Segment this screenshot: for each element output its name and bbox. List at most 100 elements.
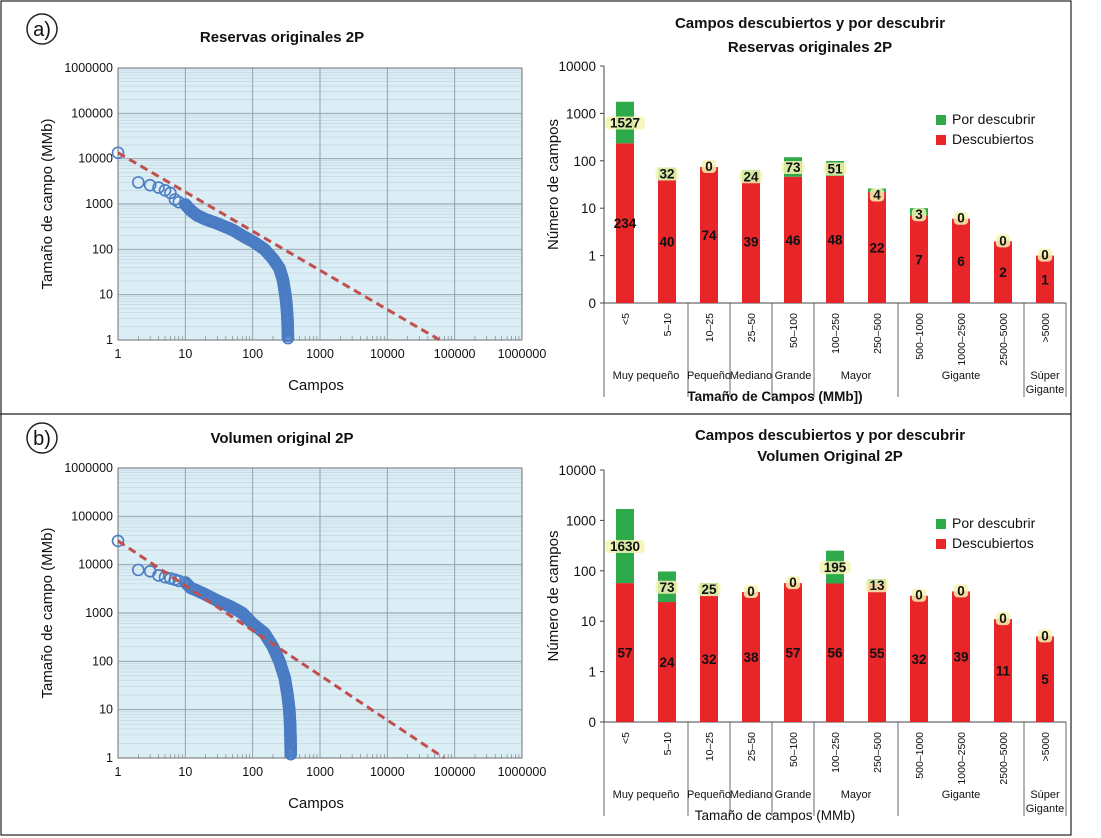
bar-group-label: Mediano xyxy=(730,789,772,801)
bar-descubiertos xyxy=(784,583,802,722)
bar-category-label: 2500–5000 xyxy=(998,732,1010,785)
bar-label-por-descubrir: 4 xyxy=(873,188,881,203)
bar-label-por-descubrir: 0 xyxy=(957,583,965,598)
scatter-point xyxy=(111,534,125,548)
bar-title-line2: Reservas originales 2P xyxy=(728,39,892,56)
scatter-y-tick-label: 1000 xyxy=(85,197,113,211)
legend-swatch xyxy=(936,115,946,125)
bar-label-por-descubrir: 32 xyxy=(659,167,674,182)
bar-group-label: Pequeño xyxy=(687,370,731,382)
scatter-frame xyxy=(117,467,523,759)
bar-category-label: 250–500 xyxy=(872,313,884,354)
bar-label-descubiertos: 11 xyxy=(996,664,1011,679)
bar-y-tick-label: 10 xyxy=(581,201,596,216)
scatter-point xyxy=(143,178,157,192)
bar-label-descubiertos: 22 xyxy=(869,240,884,255)
bar-group-label: Grande xyxy=(775,789,812,801)
bar-label-descubiertos: 57 xyxy=(617,646,632,661)
bar-category-label: 500–1000 xyxy=(914,732,926,779)
legend-swatch xyxy=(936,539,946,549)
bar-label-halo xyxy=(1037,248,1053,262)
legend-label: Por descubrir xyxy=(952,515,1036,531)
bar-category-label: <5 xyxy=(620,732,632,744)
bar-label-halo xyxy=(911,588,927,602)
bar-category-label: 250–500 xyxy=(872,732,884,773)
bar-label-halo xyxy=(995,234,1011,248)
bar-group-label: Muy pequeño xyxy=(613,370,680,382)
bar-label-halo xyxy=(739,170,763,184)
bar-label-por-descubrir: 0 xyxy=(1041,628,1049,643)
bar-descubiertos xyxy=(1036,636,1054,722)
bar-y-axis-label: Número de campos xyxy=(545,119,562,250)
bar-descubiertos xyxy=(616,583,634,722)
bar-descubiertos xyxy=(700,166,718,303)
bar-label-por-descubrir: 0 xyxy=(999,233,1007,248)
bar-label-descubiertos: 74 xyxy=(701,228,717,243)
scatter-trendline xyxy=(117,151,441,342)
bar-label-descubiertos: 2 xyxy=(999,265,1007,280)
scatter-point xyxy=(152,181,165,194)
scatter-y-tick-label: 10000 xyxy=(78,558,113,572)
bar-label-por-descubrir: 0 xyxy=(747,584,755,599)
bar-category-label: 2500–5000 xyxy=(998,313,1010,366)
bar-label-halo xyxy=(655,580,679,594)
bar-label-halo xyxy=(785,576,801,590)
bar-x-axis-label: Tamaño de campos (MMb) xyxy=(695,808,856,823)
bar-descubiertos xyxy=(784,176,802,303)
bar-descubiertos xyxy=(994,619,1012,722)
bar-label-halo xyxy=(911,208,927,222)
legend-label: Descubiertos xyxy=(952,131,1034,147)
bar-label-halo xyxy=(655,167,679,181)
bar-label-descubiertos: 234 xyxy=(614,216,637,231)
scatter-y-axis-label: Tamaño de campo (MMb) xyxy=(39,119,56,290)
bar-label-halo xyxy=(605,540,645,554)
bar-title-line1: Campos descubiertos y por descubrir xyxy=(695,427,965,444)
bar-descubiertos xyxy=(616,143,634,303)
scatter-x-tick-label: 1000 xyxy=(306,347,334,361)
bar-label-halo xyxy=(995,612,1011,626)
bar-label-por-descubrir: 0 xyxy=(915,588,923,603)
bar-label-por-descubrir: 0 xyxy=(705,159,713,174)
bar-category-label: 100–250 xyxy=(830,313,842,354)
bar-group-label: Gigante xyxy=(942,789,981,801)
bar-y-tick-label: 0 xyxy=(588,296,596,311)
bar-label-por-descubrir: 0 xyxy=(999,611,1007,626)
bar-label-descubiertos: 1 xyxy=(1041,272,1049,287)
scatter-x-tick-label: 1 xyxy=(115,347,122,361)
bar-descubiertos xyxy=(952,218,970,303)
bar-y-tick-label: 1 xyxy=(588,249,596,264)
scatter-y-tick-label: 100 xyxy=(92,654,113,668)
bar-label-descubiertos: 32 xyxy=(701,652,716,667)
bar-label-por-descubrir: 195 xyxy=(824,560,847,575)
legend-label: Por descubrir xyxy=(952,111,1036,127)
bar-label-por-descubrir: 0 xyxy=(1041,248,1049,263)
scatter-x-tick-label: 10000 xyxy=(370,347,405,361)
bar-category-label: 5–10 xyxy=(662,313,674,337)
scatter-y-tick-label: 10 xyxy=(99,703,113,717)
bar-label-descubiertos: 32 xyxy=(911,652,926,667)
bar-label-descubiertos: 56 xyxy=(827,646,843,661)
bar-category-label: 25–50 xyxy=(746,732,758,761)
bar-group-label: Gigante xyxy=(1026,803,1065,815)
bar-category-label: 1000–2500 xyxy=(956,732,968,785)
bar-y-tick-label: 1000 xyxy=(566,106,596,121)
scatter-point xyxy=(111,146,125,160)
bar-label-halo xyxy=(823,162,847,176)
bar-descubiertos xyxy=(742,180,760,303)
bar-group-label: Gigante xyxy=(1026,384,1065,396)
bar-group-label: Súper xyxy=(1030,789,1060,801)
bar-group-label: Pequeño xyxy=(687,789,731,801)
bar-category-label: 500–1000 xyxy=(914,313,926,360)
panel-label: b) xyxy=(33,428,51,450)
bar-y-tick-label: 1 xyxy=(588,665,596,680)
bar-label-descubiertos: 39 xyxy=(743,235,758,250)
bar-descubiertos xyxy=(868,191,886,303)
bar-label-descubiertos: 6 xyxy=(957,254,965,269)
scatter-x-axis-label: Campos xyxy=(288,795,344,812)
bar-label-por-descubrir: 0 xyxy=(957,211,965,226)
bar-label-por-descubrir: 25 xyxy=(701,582,717,597)
bar-label-halo xyxy=(605,116,645,130)
scatter-markers xyxy=(111,146,295,345)
bar-y-tick-label: 10000 xyxy=(558,59,596,74)
bar-descubiertos xyxy=(826,175,844,303)
